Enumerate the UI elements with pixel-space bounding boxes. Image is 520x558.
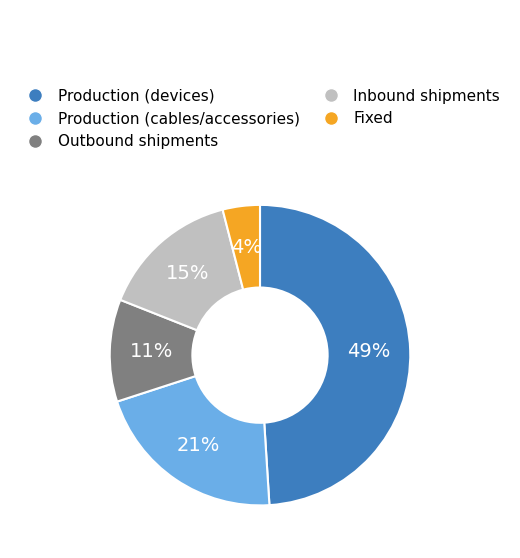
Wedge shape	[117, 376, 269, 506]
Wedge shape	[223, 205, 260, 290]
Text: 21%: 21%	[177, 436, 220, 455]
Text: 49%: 49%	[347, 342, 391, 361]
Legend: Production (devices), Production (cables/accessories), Outbound shipments, Inbou: Production (devices), Production (cables…	[12, 81, 508, 157]
Wedge shape	[120, 210, 243, 330]
Text: 11%: 11%	[129, 342, 173, 361]
Wedge shape	[110, 300, 197, 402]
Text: 15%: 15%	[166, 264, 210, 283]
Text: 4%: 4%	[231, 238, 262, 257]
Wedge shape	[260, 205, 410, 505]
